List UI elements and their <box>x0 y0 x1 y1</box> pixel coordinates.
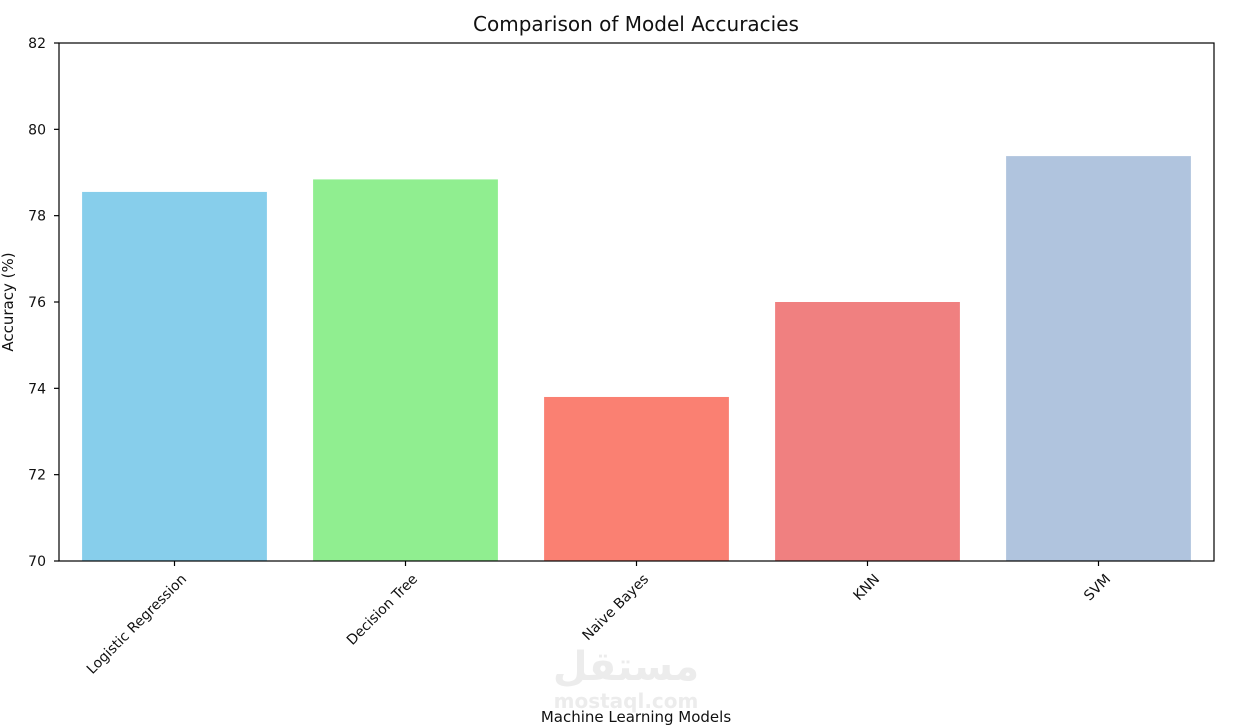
bar-knn <box>775 302 960 561</box>
x-tick-label: Logistic Regression <box>84 571 190 677</box>
y-tick-label: 74 <box>28 381 46 397</box>
watermark-arabic-text: مستقل <box>553 644 699 690</box>
x-tick-label: KNN <box>850 571 883 604</box>
bars-group <box>82 156 1191 562</box>
x-tick-label: Naive Bayes <box>580 571 653 644</box>
x-axis-label: Machine Learning Models <box>541 708 731 726</box>
y-axis-label: Accuracy (%) <box>0 252 17 351</box>
x-tick-label: SVM <box>1081 571 1114 604</box>
bar-svm <box>1006 156 1191 561</box>
bar-decision-tree <box>313 179 498 561</box>
x-tick-label: Decision Tree <box>344 571 421 648</box>
y-tick-label: 76 <box>28 295 46 311</box>
plot-frame <box>58 42 1215 562</box>
y-tick-label: 82 <box>28 36 46 52</box>
y-tick-label: 78 <box>28 209 46 225</box>
y-tick-label: 70 <box>28 554 46 570</box>
y-tick-label: 80 <box>28 122 46 138</box>
watermark: مستقل mostaql.com <box>553 644 699 713</box>
chart-title: Comparison of Model Accuracies <box>473 12 799 36</box>
bar-logistic-regression <box>82 191 267 562</box>
bar-naive-bayes <box>544 396 729 561</box>
y-axis: 70 72 74 76 78 80 82 <box>28 36 59 570</box>
watermark-latin-text: mostaql.com <box>554 689 699 713</box>
y-tick-label: 72 <box>28 468 46 484</box>
